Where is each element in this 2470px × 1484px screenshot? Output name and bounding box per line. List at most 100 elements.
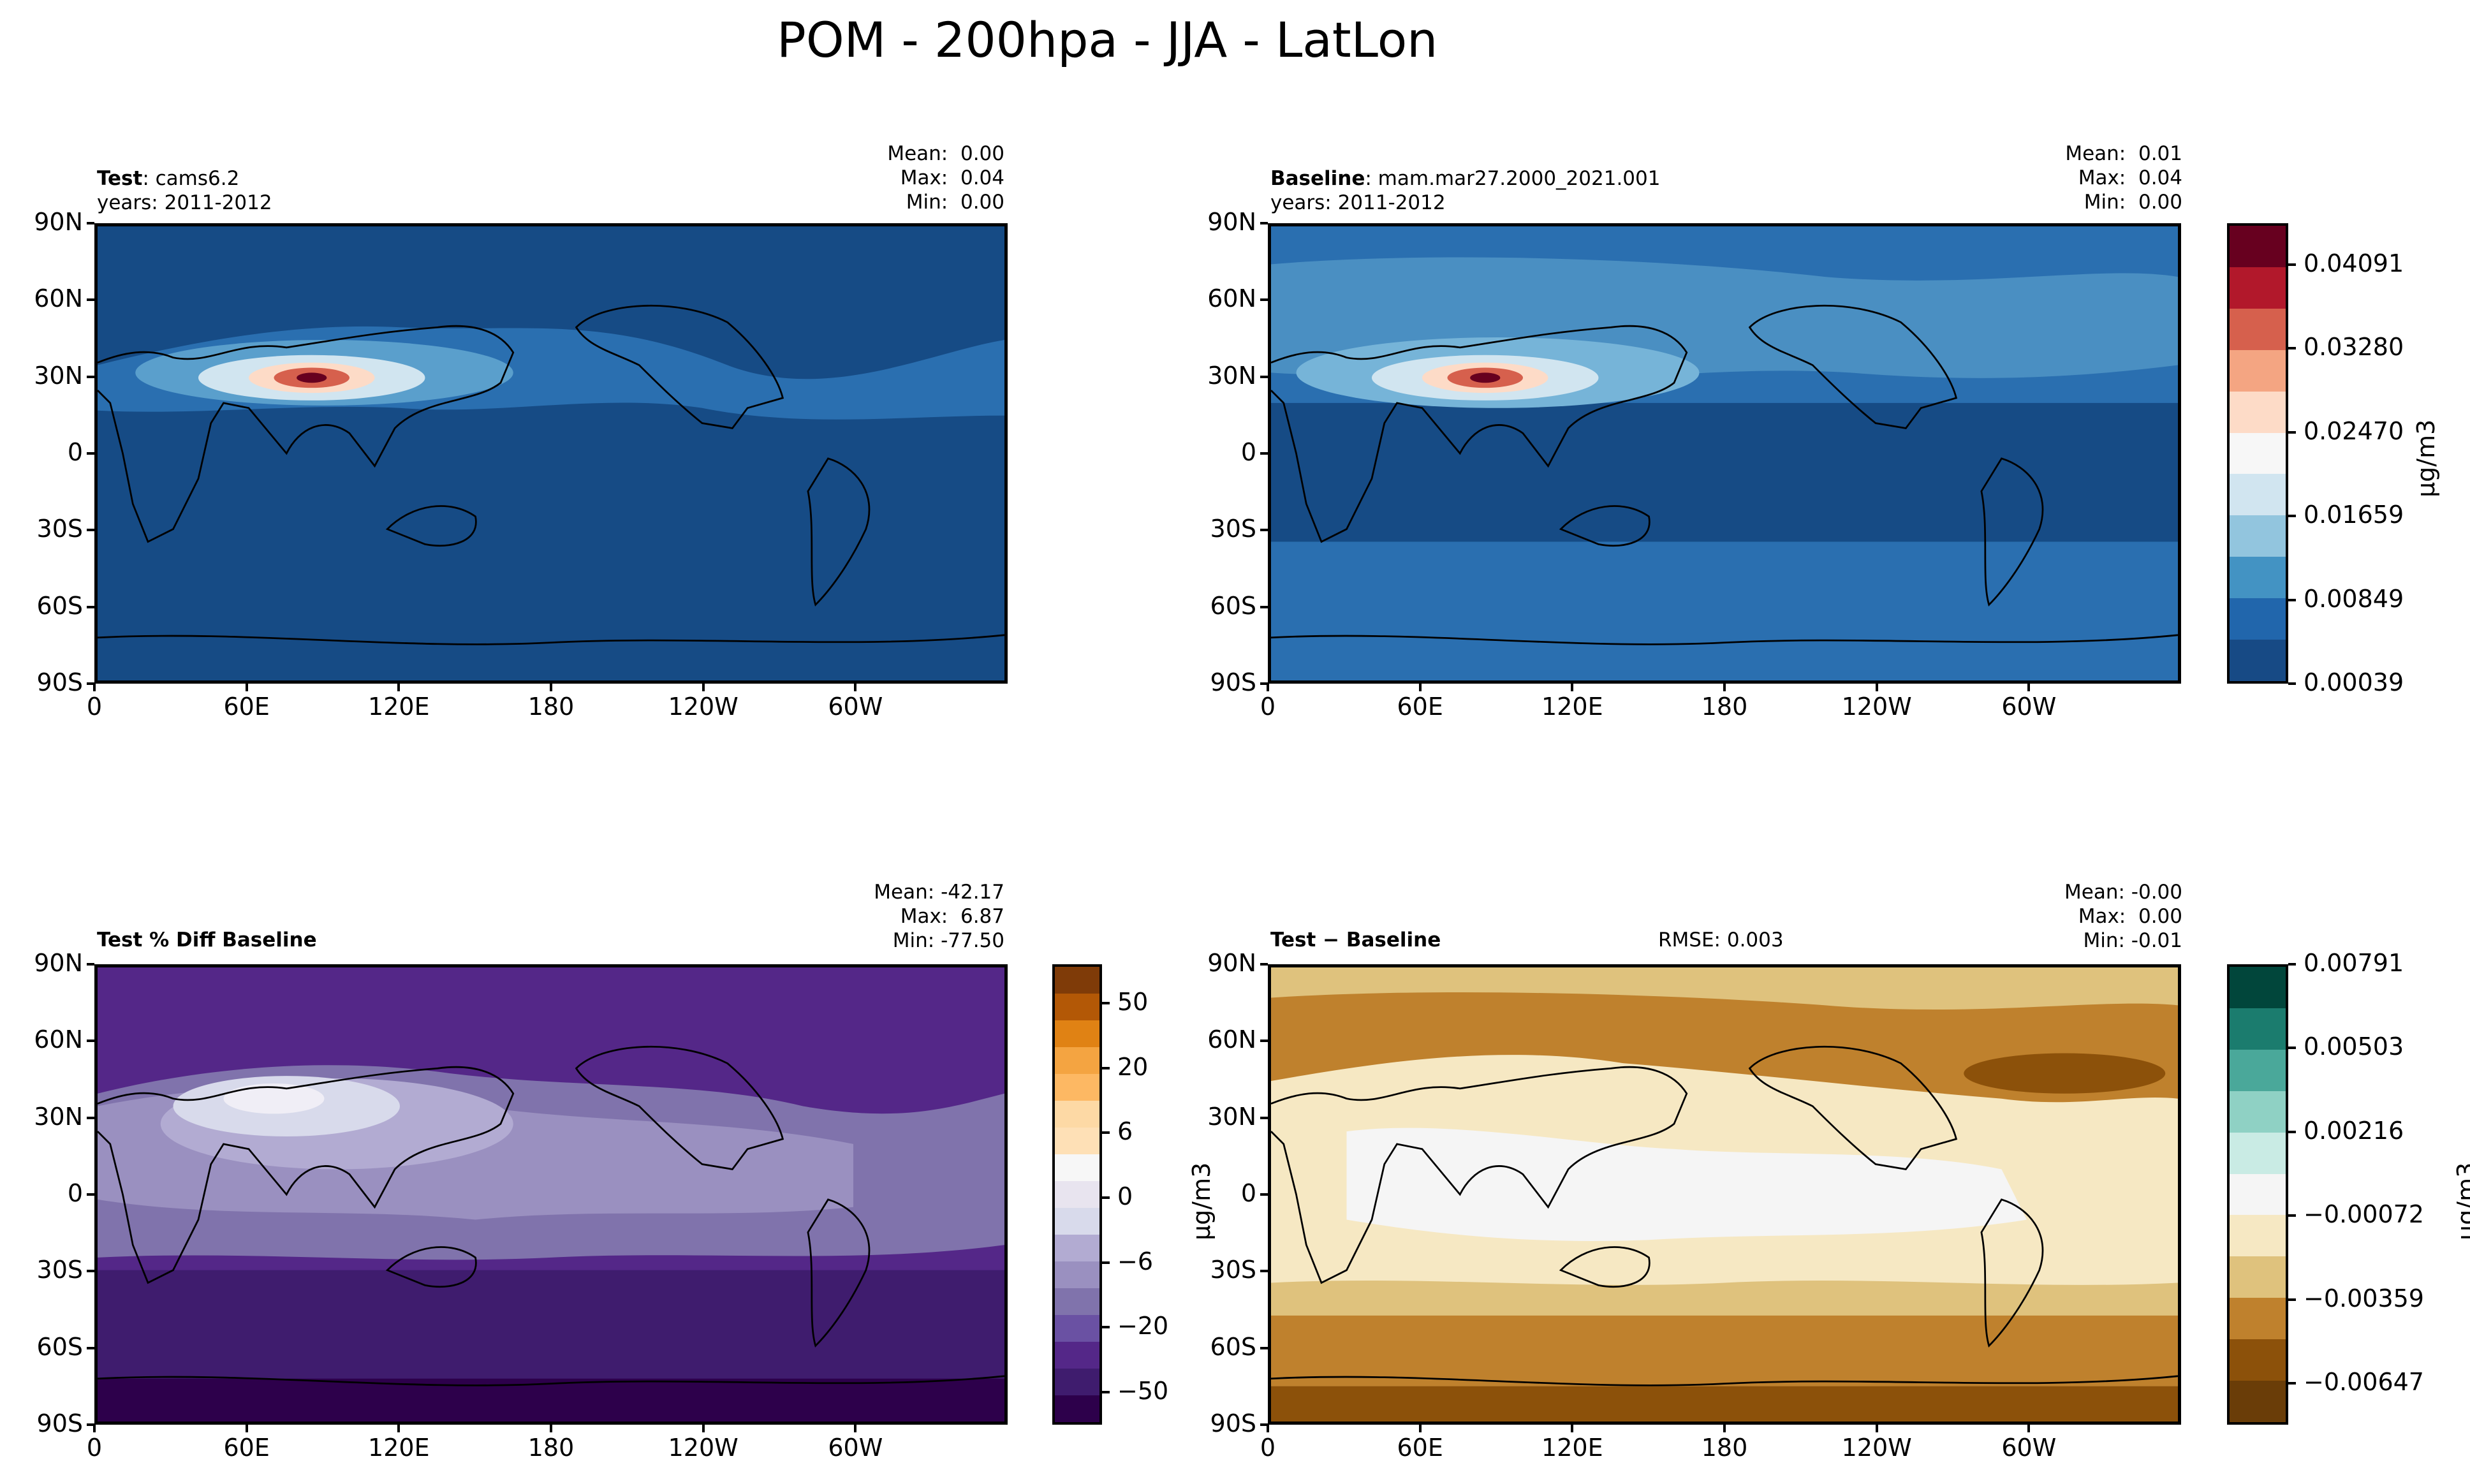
colorbar-pct-diff-tickmark-1	[1102, 1066, 1110, 1069]
lat-tick-pct-diff-5: 60S	[36, 1332, 83, 1361]
lon-tickmark-baseline-1	[1418, 684, 1422, 691]
colorbar-baseline-tick-2: 0.02470	[2304, 416, 2404, 445]
lat-tickmark-test-1	[87, 298, 94, 302]
baseline-coast-australia	[1559, 505, 1650, 547]
lon-tickmark-pct-diff-3	[550, 1425, 552, 1432]
lon-tick-test-2: 120E	[368, 693, 430, 721]
colorbar-baseline-tick-0: 0.04091	[2304, 249, 2404, 277]
lat-tick-diff-1: 60N	[1207, 1025, 1256, 1054]
lon-tick-baseline-5: 60W	[2001, 693, 2057, 721]
panel-diff-min: Min: -0.01	[2083, 929, 2182, 952]
colorbar-diff-segment-3	[2230, 1091, 2286, 1133]
test-coast-south-america	[807, 457, 871, 606]
colorbar-pct-diff-segment-1	[1055, 994, 1099, 1020]
colorbar-diff-segment-1	[2230, 1008, 2286, 1050]
panel-diff-mean-value: -0.00	[2131, 881, 2182, 904]
panel-pct-diff-min-value: -77.50	[941, 929, 1004, 952]
lon-tickmark-pct-diff-0	[93, 1425, 96, 1432]
colorbar-baseline-segment-3	[2230, 349, 2286, 392]
lon-tick-diff-5: 60W	[2001, 1434, 2057, 1462]
colorbar-pct-diff-segment-9	[1055, 1208, 1099, 1235]
colorbar-pct-diff-tick-5: −20	[1117, 1312, 1169, 1341]
lat-tickmark-pct-diff-1	[87, 1040, 94, 1043]
panel-pct-diff-max-value: 6.87	[960, 905, 1004, 928]
test-coast-australia	[385, 505, 477, 547]
pct-coast-antarctica	[98, 1375, 1004, 1386]
colorbar-pct-diff-tick-3: 0	[1117, 1182, 1133, 1211]
diff-coast-eurasia-africa	[1271, 1066, 1688, 1284]
panel-diff-title: Test − Baseline	[1270, 929, 1441, 951]
panel-test-stats: Mean: 0.00 Max: 0.04 Min: 0.00	[829, 142, 1004, 214]
lon-tick-baseline-1: 60E	[1397, 693, 1443, 721]
test-hotspot-core	[297, 372, 327, 383]
lat-tickmark-test-3	[87, 452, 94, 455]
lat-tick-test-4: 30S	[36, 515, 83, 543]
lat-tick-test-6: 90S	[36, 668, 83, 696]
panel-diff-rmse: RMSE: 0.003	[1658, 929, 1784, 951]
colorbar-pct-diff-tickmark-3	[1102, 1196, 1110, 1200]
lat-tick-baseline-6: 90S	[1210, 668, 1256, 696]
colorbar-diff	[2227, 964, 2288, 1425]
colorbar-pct-diff-tick-0: 50	[1117, 988, 1149, 1016]
colorbar-diff-tick-3: −0.00072	[2304, 1200, 2424, 1229]
map-diff-plot	[1271, 967, 2178, 1422]
colorbar-pct-diff-segment-14	[1055, 1342, 1099, 1369]
baseline-coast-north-america	[1748, 304, 1958, 429]
colorbar-diff-tickmark-4	[2288, 1298, 2296, 1301]
colorbar-baseline-tick-1: 0.03280	[2304, 333, 2404, 362]
colorbar-diff-tickmark-1	[2288, 1047, 2296, 1050]
colorbar-baseline-tick-4: 0.00849	[2304, 584, 2404, 613]
lon-tick-diff-4: 120W	[1841, 1434, 1912, 1462]
lat-tick-diff-2: 30N	[1207, 1102, 1256, 1131]
colorbar-baseline-tickmark-4	[2288, 598, 2296, 601]
lon-tick-test-5: 60W	[828, 693, 883, 721]
panel-test-title-rest: : cams6.2	[142, 167, 240, 190]
lat-tick-pct-diff-2: 30N	[34, 1102, 83, 1131]
diff-coast-south-america	[1980, 1198, 2044, 1348]
lat-tickmark-test-0	[87, 222, 94, 224]
lon-tick-diff-1: 60E	[1397, 1434, 1443, 1462]
colorbar-diff-segment-7	[2230, 1256, 2286, 1298]
colorbar-pct-diff-segment-5	[1055, 1101, 1099, 1128]
lat-tick-test-5: 60S	[36, 591, 83, 620]
panel-diff-title-rest: − Baseline	[1316, 929, 1441, 951]
lat-tick-diff-0: 90N	[1207, 949, 1256, 977]
panel-baseline-min: Min: 0.00	[2084, 191, 2182, 214]
colorbar-baseline-segment-9	[2230, 598, 2286, 640]
colorbar-baseline-segment-10	[2230, 640, 2286, 681]
lon-tick-pct-diff-0: 0	[86, 1434, 103, 1462]
diff-equatorial-band	[1346, 1128, 2027, 1241]
test-coastlines	[98, 304, 1004, 645]
lat-tick-baseline-1: 60N	[1207, 284, 1256, 313]
lon-tick-pct-diff-2: 120E	[368, 1434, 430, 1462]
colorbar-diff-segment-5	[2230, 1173, 2286, 1216]
pct-coast-north-america	[575, 1045, 784, 1170]
lon-tickmark-test-1	[245, 684, 248, 691]
panel-baseline-max: Max: 0.04	[2078, 166, 2182, 189]
panel-diff-title-bold: Test	[1270, 929, 1316, 951]
colorbar-diff-tick-2: 0.00216	[2304, 1116, 2404, 1145]
lat-tickmark-baseline-1	[1260, 298, 1268, 302]
lon-tick-pct-diff-1: 60E	[223, 1434, 270, 1462]
colorbar-baseline-segment-0	[2230, 226, 2286, 267]
lat-tick-pct-diff-3: 0	[67, 1179, 83, 1207]
lat-tick-pct-diff-0: 90N	[34, 949, 83, 977]
colorbar-pct-diff-tickmark-0	[1102, 1002, 1110, 1004]
lat-tick-diff-5: 60S	[1210, 1332, 1256, 1361]
lat-tick-pct-diff-6: 90S	[36, 1409, 83, 1437]
lat-tickmark-pct-diff-4	[87, 1270, 94, 1273]
lon-tickmark-pct-diff-5	[854, 1425, 857, 1432]
lon-tickmark-test-4	[702, 684, 705, 691]
baseline-coast-eurasia-africa	[1271, 325, 1688, 543]
panel-baseline-title-rest: : mam.mar27.2000_2021.001	[1365, 167, 1661, 190]
panel-pct-diff-stats: Mean: -42.17 Max: 6.87 Min: -77.50	[823, 880, 1004, 953]
map-pct-diff-plot	[98, 967, 1004, 1422]
diff-nh-hotspot	[1964, 1053, 2166, 1094]
lat-tickmark-baseline-2	[1260, 375, 1268, 378]
panel-test-min-value: 0.00	[960, 191, 1004, 214]
diff-coast-antarctica	[1271, 1375, 2178, 1386]
lon-tickmark-diff-3	[1723, 1425, 1726, 1432]
colorbar-pct-diff-segment-0	[1055, 967, 1099, 994]
colorbar-diff-tick-1: 0.00503	[2304, 1032, 2404, 1061]
lat-tick-diff-6: 90S	[1210, 1409, 1256, 1437]
